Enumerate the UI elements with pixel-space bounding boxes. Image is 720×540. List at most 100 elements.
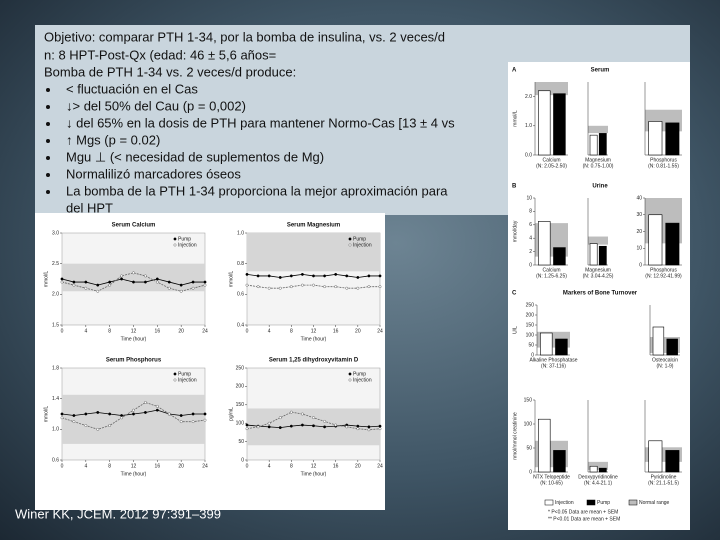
normal-range	[62, 394, 205, 444]
series-point	[72, 283, 76, 287]
series-point	[96, 289, 100, 293]
y-tick-label: 0	[529, 262, 532, 268]
series-point	[203, 283, 207, 287]
y-tick-label: 8	[529, 209, 532, 215]
series-point	[108, 424, 112, 427]
series-point	[300, 412, 304, 416]
bar	[553, 247, 566, 266]
category-label: Osteocalcin	[652, 357, 678, 363]
series-point	[132, 412, 135, 416]
legend-label: Injection	[353, 377, 372, 383]
series-point	[267, 274, 271, 278]
series-point	[300, 272, 304, 276]
x-tick-label: 12	[311, 463, 317, 469]
bar	[589, 243, 598, 266]
text-line: Objetivo: comparar PTH 1-34, por la bomb…	[44, 29, 445, 44]
footnote: ** P<0.01 Data are mean + SEM	[548, 516, 620, 522]
series-point	[334, 423, 338, 427]
series-point	[334, 285, 338, 289]
series-point	[278, 286, 282, 290]
y-tick-label: 150	[524, 397, 533, 403]
series-point	[72, 280, 76, 284]
x-tick-label: 16	[333, 463, 339, 469]
category-label: Magnesium	[585, 157, 611, 163]
x-tick-label: 0	[246, 463, 249, 469]
y-tick-label: 150	[236, 402, 245, 408]
series-point	[323, 425, 327, 429]
chart-title: Serum Magnesium	[287, 223, 340, 229]
x-tick-label: 20	[178, 463, 184, 469]
bar	[553, 93, 566, 156]
citation: Winer KK, JCEM. 2012 97:391–399	[15, 506, 221, 521]
bar	[537, 418, 551, 473]
series-point	[312, 283, 315, 287]
y-tick-label: 10	[526, 195, 532, 201]
series-point	[278, 276, 282, 279]
x-tick-label: 4	[268, 328, 271, 334]
y-tick-label: 1.8	[52, 365, 59, 371]
x-tick-label: 8	[290, 328, 293, 334]
y-tick-label: 200	[236, 384, 245, 390]
bar	[555, 338, 568, 356]
bar	[539, 332, 553, 356]
series-point	[203, 412, 207, 416]
y-tick-label: 250	[526, 302, 535, 308]
legend-label: Injection	[178, 242, 197, 248]
series-point	[334, 272, 338, 276]
series-point	[289, 424, 293, 428]
legend-swatch	[544, 499, 554, 506]
y-tick-label: 1.0	[525, 123, 532, 129]
series-point	[96, 427, 100, 431]
x-tick-label: 4	[268, 463, 271, 469]
bar	[598, 133, 607, 156]
series-point	[191, 286, 195, 290]
bar	[648, 440, 663, 473]
series-point	[289, 285, 293, 289]
bullet-text: Normalilizó marcadores óseos	[66, 166, 241, 181]
series-point	[143, 401, 147, 404]
panel-title: Markers of Bone Turnover	[563, 291, 638, 297]
bar	[665, 450, 680, 473]
legend-label: Injection	[353, 242, 372, 248]
series-point	[289, 410, 293, 414]
y-tick-label: 0.4	[237, 322, 244, 328]
bar	[666, 338, 678, 356]
category-range: (N: 12.92-41.99)	[645, 273, 682, 279]
bar	[665, 222, 680, 266]
series-point	[312, 416, 315, 420]
series-point	[367, 425, 371, 429]
bullet-text: ↓> del 50% del Cau (p = 0,002)	[66, 98, 246, 113]
series-point	[167, 286, 171, 290]
series-point	[84, 412, 88, 416]
series-point	[132, 408, 135, 412]
category-range: (N: 4.4-21.1)	[584, 480, 612, 486]
series-point	[155, 280, 159, 284]
series-point	[267, 286, 271, 290]
category-range: (N: 0.75-1.00)	[583, 163, 614, 169]
bullet-marker	[46, 190, 50, 194]
series-point	[96, 283, 100, 287]
legend-marker	[173, 378, 177, 382]
y-tick-label: 1.0	[237, 230, 244, 236]
series-point	[378, 427, 382, 431]
y-tick-label: 0	[531, 352, 534, 358]
legend-marker	[348, 243, 352, 247]
category-label: Phosphorus	[650, 267, 677, 273]
series-point	[108, 280, 112, 284]
x-tick-label: 12	[131, 328, 137, 334]
y-tick-label: 2.0	[525, 94, 532, 100]
series-point	[84, 286, 88, 290]
x-tick-label: 24	[377, 463, 383, 469]
y-tick-label: 100	[524, 421, 533, 427]
category-range: (N: 10-65)	[540, 480, 563, 486]
y-axis-label: U/L	[512, 326, 518, 334]
bar	[598, 245, 607, 266]
legend-label: Pump	[353, 236, 366, 242]
bullet-text: < fluctuación en el Cas	[66, 81, 198, 96]
x-tick-label: 0	[246, 328, 249, 334]
series-point	[132, 280, 135, 284]
bar	[589, 134, 598, 156]
series-point	[256, 425, 260, 429]
series-point	[378, 274, 382, 278]
